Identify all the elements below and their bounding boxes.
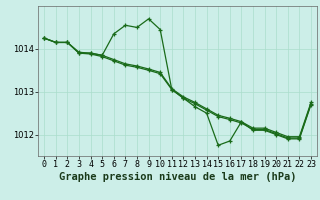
X-axis label: Graphe pression niveau de la mer (hPa): Graphe pression niveau de la mer (hPa) xyxy=(59,172,296,182)
